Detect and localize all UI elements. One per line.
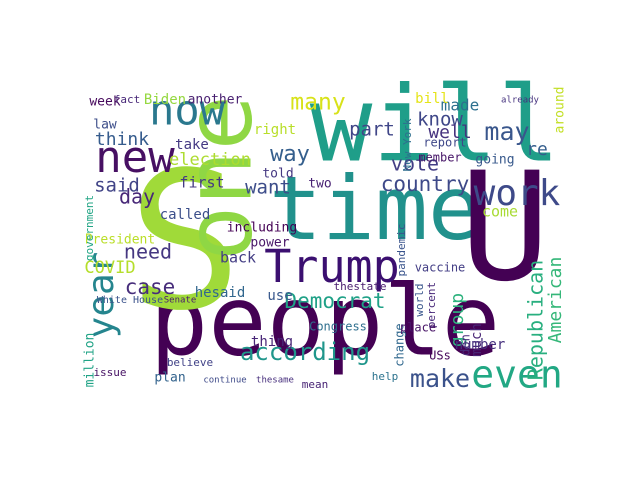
word: new	[95, 132, 175, 183]
word: part	[349, 119, 395, 141]
word: vote	[391, 152, 439, 176]
word: believe	[167, 356, 213, 369]
word: change	[393, 323, 407, 366]
word: will	[310, 63, 560, 185]
word: bill	[415, 91, 449, 107]
word: New York	[401, 118, 414, 171]
word: group	[447, 293, 468, 347]
word: much	[469, 323, 485, 357]
word: according	[240, 338, 370, 366]
word: including	[227, 221, 297, 236]
word: now	[149, 86, 226, 135]
word: re	[526, 139, 548, 160]
word: Biden	[144, 92, 186, 108]
word: member	[418, 151, 461, 165]
word: report	[423, 136, 466, 150]
word: President	[85, 233, 155, 248]
word: plan	[154, 371, 185, 386]
word: million	[83, 333, 98, 388]
word: going	[475, 153, 514, 168]
word: want	[245, 177, 291, 199]
word: thing	[251, 334, 293, 350]
word: many	[290, 90, 345, 116]
word: number	[455, 337, 506, 353]
word: need	[124, 240, 172, 264]
word: week	[89, 95, 120, 110]
word: world	[413, 283, 426, 316]
word: issue	[93, 366, 126, 379]
word: USs	[429, 349, 451, 363]
word: law	[93, 118, 117, 133]
word: told	[262, 167, 293, 182]
word: take	[175, 137, 209, 153]
word: don	[459, 334, 473, 356]
word: one	[165, 95, 272, 261]
word: thesame	[256, 376, 294, 386]
word: percent	[425, 282, 438, 328]
word: called	[160, 207, 211, 223]
word: work	[474, 173, 561, 214]
word: time	[269, 157, 481, 260]
word: come	[482, 203, 518, 221]
word: around	[553, 87, 568, 134]
word: case	[125, 275, 176, 299]
word: know	[417, 109, 463, 131]
word: help	[372, 370, 399, 383]
word: back	[220, 249, 256, 267]
word: well	[428, 122, 471, 143]
word: place	[400, 321, 436, 335]
word: use	[267, 288, 292, 304]
word: Trump	[264, 240, 399, 293]
word: year	[81, 252, 122, 339]
word: COVID	[84, 258, 135, 278]
word: Congress	[309, 320, 367, 334]
word: power	[250, 236, 289, 251]
word: right	[254, 122, 296, 138]
word: fact	[114, 93, 141, 106]
word: first	[179, 174, 224, 192]
word: mean	[302, 378, 329, 391]
word: thestate	[334, 280, 387, 293]
word: pandemic	[395, 224, 408, 277]
word: people	[150, 264, 500, 377]
word: American	[545, 257, 566, 344]
word: country	[381, 172, 470, 196]
word: government	[83, 195, 96, 261]
word: Republican	[524, 260, 548, 380]
word: even	[471, 353, 563, 397]
word: said	[94, 175, 140, 197]
word: U	[460, 141, 550, 315]
word: two	[308, 177, 331, 192]
word: election	[169, 150, 251, 170]
word: Democrat	[284, 289, 385, 313]
word: another	[188, 93, 243, 108]
word: White House	[97, 295, 163, 306]
word: made	[441, 96, 480, 115]
word: make	[410, 364, 470, 393]
word: may	[484, 117, 529, 146]
word: think	[95, 129, 149, 150]
word: way	[270, 142, 310, 167]
word: continue	[203, 376, 246, 386]
word: vaccine	[415, 261, 466, 275]
word: day	[119, 185, 155, 209]
word: already	[501, 96, 540, 106]
word: Senate	[164, 296, 197, 306]
word: S	[128, 131, 242, 352]
word: hesaid	[195, 285, 246, 301]
